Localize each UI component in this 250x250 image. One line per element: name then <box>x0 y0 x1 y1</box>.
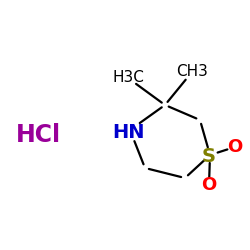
Text: S: S <box>202 148 216 167</box>
Text: H3C: H3C <box>112 70 144 86</box>
Text: HCl: HCl <box>16 123 60 147</box>
Text: HN: HN <box>112 122 144 142</box>
Text: O: O <box>202 176 216 194</box>
Text: CH3: CH3 <box>176 64 208 80</box>
Text: O: O <box>228 138 242 156</box>
